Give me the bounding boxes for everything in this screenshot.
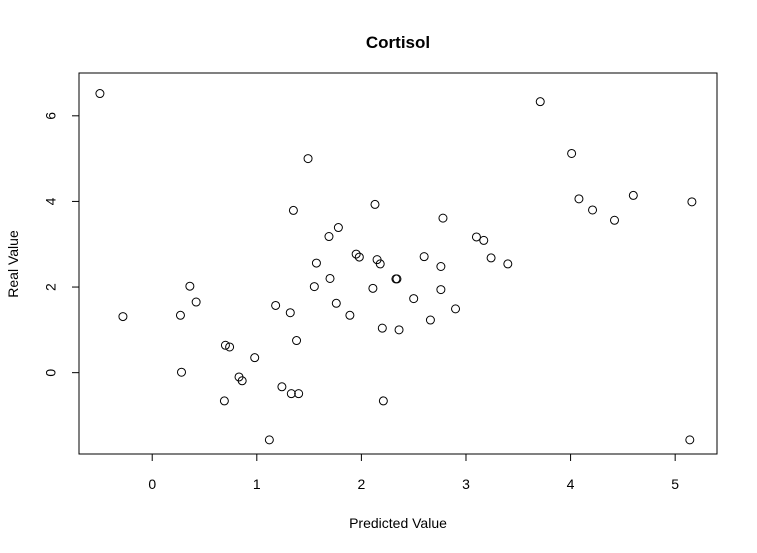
data-point	[503, 259, 513, 269]
data-point	[687, 197, 697, 207]
data-point	[378, 396, 388, 406]
data-point	[118, 312, 128, 322]
data-point	[176, 367, 186, 377]
data-point	[377, 323, 387, 333]
data-point	[288, 205, 298, 215]
data-point	[220, 340, 230, 350]
data-point	[95, 89, 105, 99]
data-point	[219, 396, 229, 406]
data-point	[331, 298, 341, 308]
x-axis-label: Predicted Value	[349, 515, 447, 531]
data-point	[271, 300, 281, 310]
data-point	[324, 232, 334, 242]
data-point	[436, 261, 446, 271]
data-point	[375, 259, 385, 269]
data-point	[535, 97, 545, 107]
data-point	[237, 376, 247, 386]
data-point	[285, 308, 295, 318]
data-point	[325, 273, 335, 283]
data-point	[292, 336, 302, 346]
x-tick-label: 1	[253, 476, 261, 492]
data-point	[250, 353, 260, 363]
data-point	[574, 194, 584, 204]
data-point	[425, 315, 435, 325]
data-point	[311, 258, 321, 268]
data-point	[309, 282, 319, 292]
data-point	[264, 435, 274, 445]
y-axis-label: Real Value	[5, 230, 21, 298]
x-tick-label: 0	[148, 476, 156, 492]
data-point	[294, 389, 304, 399]
data-point	[567, 148, 577, 158]
data-point	[486, 253, 496, 263]
y-tick-label: 4	[43, 197, 59, 205]
data-point	[685, 435, 695, 445]
x-tick-label: 5	[671, 476, 679, 492]
data-point	[628, 190, 638, 200]
data-point	[277, 382, 287, 392]
y-tick-label: 6	[43, 112, 59, 120]
data-point	[345, 310, 355, 320]
data-point	[436, 285, 446, 295]
data-point	[351, 249, 361, 259]
x-tick-label: 3	[462, 476, 470, 492]
y-axis: 0 2 4 6	[43, 112, 80, 377]
data-point	[394, 325, 404, 335]
data-point	[419, 252, 429, 262]
data-point	[392, 274, 402, 284]
data-point	[409, 294, 419, 304]
data-point	[354, 252, 364, 262]
data-point	[286, 389, 296, 399]
chart-title: Cortisol	[366, 33, 430, 52]
data-point	[588, 205, 598, 215]
x-axis: 0 1 2 3 4 5	[148, 453, 679, 492]
data-point	[451, 304, 461, 314]
data-points	[95, 89, 697, 445]
data-point	[368, 283, 378, 293]
data-point	[479, 235, 489, 245]
plot-frame	[78, 72, 718, 455]
data-point	[438, 213, 448, 223]
data-point	[191, 297, 201, 307]
data-point	[225, 342, 235, 352]
data-point	[303, 154, 313, 164]
data-point	[471, 232, 481, 242]
y-tick-label: 2	[43, 283, 59, 291]
x-tick-label: 2	[357, 476, 365, 492]
data-point	[333, 223, 343, 233]
y-tick-label: 0	[43, 369, 59, 377]
x-tick-label: 4	[567, 476, 575, 492]
data-point	[610, 215, 620, 225]
data-point	[370, 199, 380, 209]
data-point	[185, 281, 195, 291]
data-point	[175, 310, 185, 320]
